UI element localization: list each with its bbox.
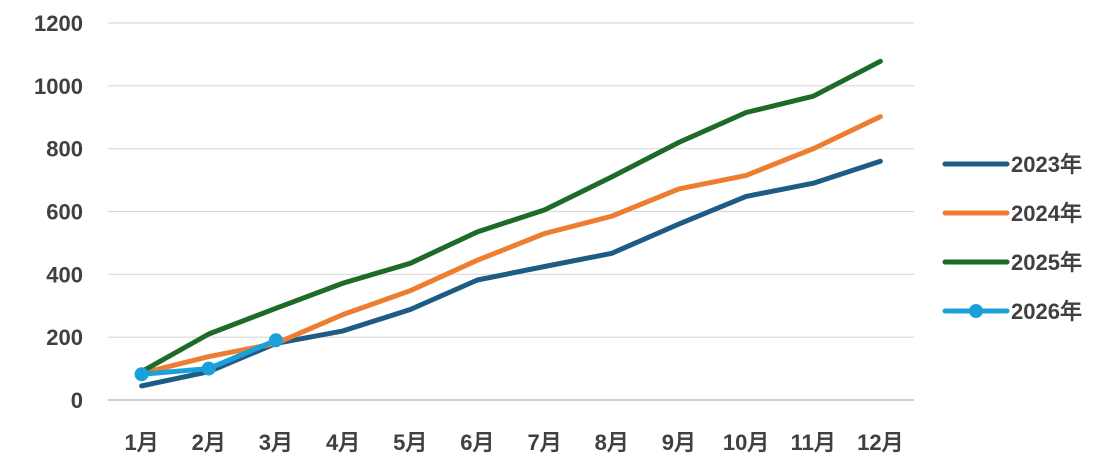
- y-tick-label: 1000: [34, 74, 83, 99]
- legend-label: 2024年: [1011, 201, 1082, 226]
- legend-item: 2023年: [942, 152, 1082, 177]
- x-tick-label: 1月: [124, 430, 158, 455]
- series-2025年: [139, 58, 883, 375]
- legend-label: 2026年: [1011, 299, 1082, 324]
- x-tick-label: 6月: [460, 430, 494, 455]
- legend-item: 2026年: [942, 299, 1082, 324]
- legend: 2023年 2024年 2025年 2026年: [942, 152, 1082, 324]
- y-tick-label: 1200: [34, 11, 83, 36]
- legend-marker: [969, 304, 983, 318]
- legend-label: 2023年: [1011, 152, 1082, 177]
- x-axis-tick-labels: 1月 2月 3月 4月 5月 6月 7月 8月 9月 10月 11月 12月: [124, 430, 903, 455]
- series-line: [139, 114, 883, 376]
- legend-item: 2025年: [942, 250, 1082, 275]
- x-tick-label: 11月: [791, 430, 836, 455]
- x-tick-label: 5月: [393, 430, 427, 455]
- y-tick-label: 400: [46, 262, 83, 287]
- y-axis-tick-labels: 0 200 400 600 800 1000 1200: [34, 11, 83, 413]
- y-tick-label: 600: [46, 200, 83, 225]
- legend-item: 2024年: [942, 201, 1082, 226]
- y-tick-label: 800: [46, 137, 83, 162]
- x-tick-label: 7月: [527, 430, 561, 455]
- x-tick-label: 8月: [595, 430, 629, 455]
- x-tick-label: 4月: [326, 430, 360, 455]
- y-tick-label: 0: [71, 388, 83, 413]
- data-point: [134, 367, 149, 382]
- gridlines: [108, 22, 914, 401]
- x-tick-label: 10月: [723, 430, 769, 455]
- x-tick-label: 9月: [662, 430, 696, 455]
- series-2024年: [139, 114, 883, 376]
- series-2026年: [134, 333, 283, 382]
- series-line: [139, 58, 883, 375]
- y-tick-label: 200: [46, 325, 83, 350]
- data-point: [201, 361, 216, 376]
- legend-label: 2025年: [1011, 250, 1082, 275]
- x-tick-label: 12月: [857, 430, 903, 455]
- x-tick-label: 2月: [192, 430, 226, 455]
- data-point: [268, 333, 283, 348]
- series-lines: [134, 58, 883, 389]
- x-tick-label: 3月: [259, 430, 293, 455]
